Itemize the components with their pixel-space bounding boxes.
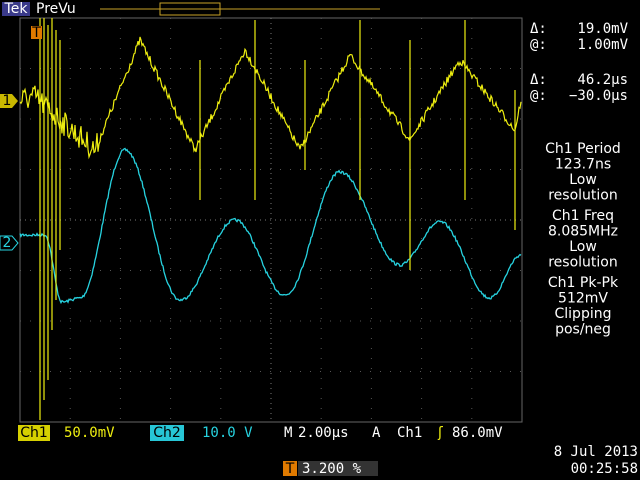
trigger-source: Ch1 <box>397 425 422 441</box>
ch2-scale: 10.0 V <box>202 425 253 441</box>
measurement-line: 123.7ns <box>555 157 611 173</box>
ch2-marker <box>0 235 19 251</box>
record-window <box>159 2 221 16</box>
timebase: 2.00µs <box>298 425 349 441</box>
measurement-line: pos/neg <box>555 322 611 338</box>
measurement-line: resolution <box>548 188 618 204</box>
mode: PreVu <box>36 1 76 17</box>
timebase-label: M <box>284 425 292 441</box>
measurement-line: Low <box>569 172 597 188</box>
ch1-label: Ch1 <box>20 425 48 441</box>
cursor-label: @: <box>530 88 547 104</box>
measurement-line: Ch1 Freq <box>552 208 614 224</box>
measurement-line: Low <box>569 239 597 255</box>
cursor-value: 1.00mV <box>577 37 628 53</box>
cursor-label: @: <box>530 37 547 53</box>
ch1-marker <box>0 94 18 108</box>
trigger-position-bg <box>298 461 378 476</box>
trigger-marker: T <box>31 25 41 41</box>
ch2-marker-label: 2 <box>3 235 12 251</box>
graticule <box>19 17 523 423</box>
measurement-line: 512mV <box>558 291 608 307</box>
date: 8 Jul 2013 <box>554 444 638 460</box>
time: 00:25:58 <box>571 461 638 477</box>
trigger-position: 3.200 % <box>302 461 362 477</box>
trigger-position-box <box>283 461 297 476</box>
cursor-value: 46.2µs <box>577 72 628 88</box>
ch1-trace <box>19 18 522 420</box>
ch2-label-box <box>150 425 184 441</box>
measurement-line: resolution <box>548 255 618 271</box>
measurement-line: 8.085MHz <box>548 224 618 240</box>
ch1-label-box <box>18 425 50 441</box>
trigger-level: 86.0mV <box>452 425 503 441</box>
trigger-position-marker: T <box>285 461 295 477</box>
cursor-label: Δ: <box>530 21 547 37</box>
cursor-value: −30.0µs <box>569 88 628 104</box>
readout-panel: Δ: 19.0mV @: 1.00mV Δ: 46.2µs @: −30.0µs Ch1 Per… <box>530 21 629 338</box>
trigger-slope: ʃ <box>437 425 443 441</box>
measurement-line: Ch1 Period <box>545 141 621 157</box>
brand-box <box>2 2 30 16</box>
trigger-marker-box <box>31 26 42 39</box>
brand: Tek <box>4 1 29 17</box>
trigger-label: A <box>372 425 381 441</box>
ch1-scale: 50.0mV <box>64 425 115 441</box>
ch2-trace <box>19 147 522 305</box>
ch2-label: Ch2 <box>153 425 181 441</box>
cursor-label: Δ: <box>530 72 547 88</box>
measurement-line: Ch1 Pk-Pk <box>548 275 619 291</box>
cursor-value: 19.0mV <box>577 21 628 37</box>
ch1-marker-label: 1 <box>3 93 12 109</box>
measurement-line: Clipping <box>555 306 612 322</box>
